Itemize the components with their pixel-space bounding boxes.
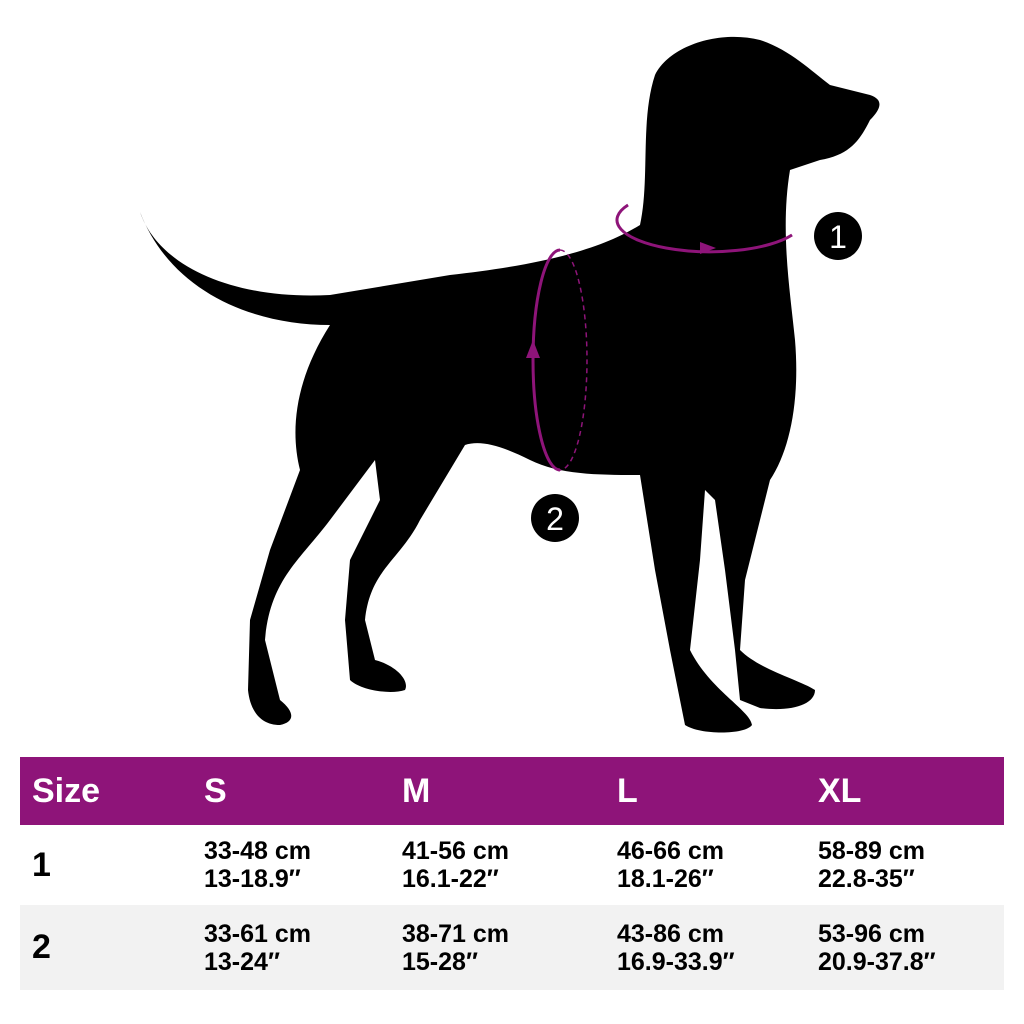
marker-2: 2: [531, 494, 579, 542]
cell: 41-56 cm 16.1-22″: [402, 837, 509, 893]
inch-value: 13-18.9″: [204, 865, 301, 893]
row-label: 1: [32, 845, 51, 884]
header-s: S: [204, 771, 227, 810]
cell: 38-71 cm 15-28″: [402, 920, 509, 976]
table-header-row: Size S M L XL: [20, 757, 1004, 825]
cell: 46-66 cm 18.1-26″: [617, 837, 724, 893]
header-l: L: [617, 771, 638, 810]
marker-1: 1: [814, 212, 862, 260]
inch-value: 16.1-22″: [402, 865, 499, 893]
inch-value: 18.1-26″: [617, 865, 714, 893]
inch-value: 15-28″: [402, 947, 478, 976]
cell: 58-89 cm 22.8-35″: [818, 837, 925, 893]
dog-silhouette-icon: [140, 36, 880, 733]
cm-value: 33-61 cm: [204, 919, 312, 948]
cm-value: 46-66 cm: [617, 837, 725, 865]
cell: 43-86 cm 16.9-33.9″: [617, 920, 735, 976]
marker-2-label: 2: [546, 501, 564, 537]
inch-value: 22.8-35″: [818, 865, 915, 893]
header-size: Size: [32, 771, 101, 810]
cell: 33-48 cm 13-18.9″: [204, 837, 311, 893]
marker-1-label: 1: [829, 219, 847, 255]
chest-measure-loop-icon: [526, 248, 588, 472]
cm-value: 58-89 cm: [818, 837, 926, 865]
cm-value: 38-71 cm: [402, 919, 510, 948]
cm-value: 43-86 cm: [617, 919, 725, 948]
inch-value: 20.9-37.8″: [818, 947, 936, 976]
neck-measure-loop-icon: [615, 203, 793, 254]
cell: 53-96 cm 20.9-37.8″: [818, 920, 936, 976]
header-m: M: [402, 771, 431, 810]
cell: 33-61 cm 13-24″: [204, 920, 311, 976]
cm-value: 33-48 cm: [204, 837, 312, 865]
cm-value: 41-56 cm: [402, 837, 510, 865]
header-xl: XL: [818, 771, 862, 810]
dog-diagram: 1 2: [140, 36, 880, 733]
cm-value: 53-96 cm: [818, 919, 926, 948]
row-label: 2: [32, 928, 51, 966]
inch-value: 16.9-33.9″: [617, 947, 735, 976]
table-row: 2 33-61 cm 13-24″ 38-71 cm 15-28″ 43-86 cm…: [20, 905, 1004, 990]
inch-value: 13-24″: [204, 947, 280, 976]
size-table: Size S M L XL 1 33-48 cm 13-18.9″ 41-56 c…: [20, 757, 1004, 990]
table-row: 1 33-48 cm 13-18.9″ 41-56 cm 16.1-22″ 46-6…: [20, 825, 1004, 905]
